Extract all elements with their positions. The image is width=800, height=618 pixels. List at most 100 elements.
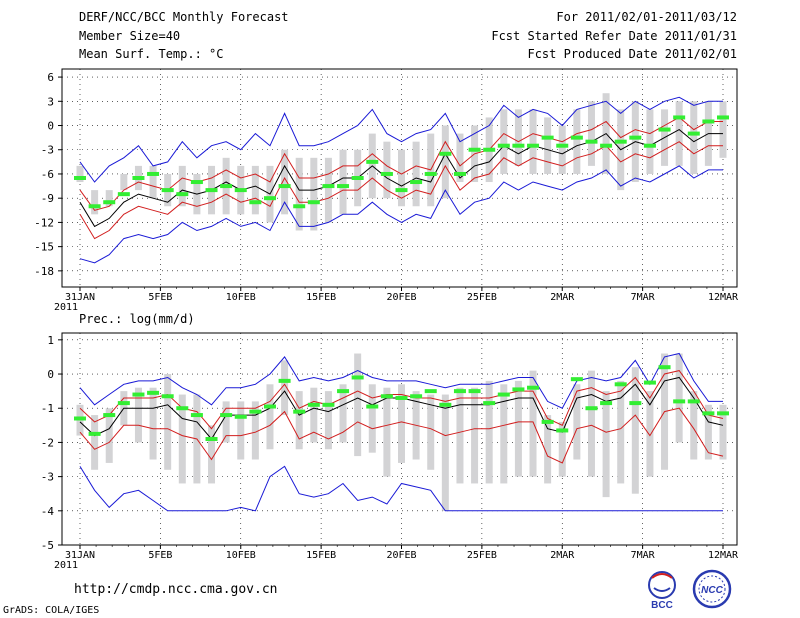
source-url[interactable]: http://cmdp.ncc.cma.gov.cn — [74, 582, 278, 597]
temp-y-tick-label: 0 — [47, 120, 54, 133]
prec-spread-box — [237, 401, 245, 460]
bcc-logo-text: BCC — [651, 600, 673, 610]
temp-y-tick-label: -18 — [34, 265, 54, 278]
prec-x-tick-label: 20FEB — [386, 550, 416, 561]
temp-mean-marker — [643, 143, 656, 148]
temp-spread-box — [573, 109, 581, 174]
prec-mean-marker — [527, 385, 540, 390]
temp-mean-marker — [541, 135, 554, 140]
temp-spread-box — [324, 157, 332, 223]
prec-spread-box — [500, 384, 508, 484]
temp-mean-marker — [205, 188, 218, 193]
prec-mean-marker — [366, 404, 379, 409]
prec-spread-box — [427, 394, 435, 470]
temp-x-tick-label: 2011 — [54, 302, 78, 313]
temp-mean-marker — [351, 176, 364, 180]
temp-mean-marker — [629, 135, 642, 140]
temp-spread-box — [91, 190, 99, 215]
prec-spread-box — [646, 391, 654, 477]
temp-x-tick-label: 15FEB — [306, 292, 336, 303]
temp-x-tick-label: 20FEB — [386, 292, 416, 303]
prec-x-tick-label: 25FEB — [467, 550, 497, 561]
temp-x-tick-label: 7MAR — [631, 292, 656, 303]
temp-mean-marker — [176, 192, 189, 197]
prec-spread-box — [719, 404, 727, 460]
temp-spread-box — [646, 109, 654, 174]
temp-mean-marker — [585, 139, 598, 144]
prec-spread-box — [324, 391, 332, 450]
prec-spread-box — [602, 391, 610, 498]
prec-mean-marker — [103, 413, 116, 418]
prec-spread-box — [310, 387, 318, 443]
prec-mean-marker — [673, 399, 686, 404]
temp-mean-marker — [556, 143, 569, 148]
prec-mean-marker — [147, 390, 160, 395]
prec-mean-marker — [483, 401, 496, 406]
prec-spread-box — [383, 387, 391, 477]
prec-spread-box — [251, 401, 259, 460]
fcst-produced-date: Fcst Produced Date 2011/02/01 — [527, 47, 737, 61]
temp-spread-box — [310, 157, 318, 231]
temp-mean-marker — [453, 171, 466, 176]
prec-mean-marker — [424, 389, 437, 394]
prec-mean-marker — [190, 413, 203, 418]
prec-spread-box — [617, 380, 625, 484]
temp-mean-marker — [600, 143, 613, 148]
prec-series-q1 — [79, 407, 724, 464]
temp-y-tick-label: 3 — [47, 95, 54, 108]
prec-mean-marker — [497, 392, 510, 397]
prec-spread-box — [456, 387, 464, 484]
temp-spread-box — [412, 141, 420, 207]
bcc-logo: BCC — [648, 571, 676, 610]
prec-spread-box — [178, 394, 186, 484]
prec-mean-marker — [161, 394, 174, 399]
temp-spread-box — [251, 165, 259, 215]
temp-x-tick-label: 12MAR — [708, 292, 739, 303]
prec-mean-marker — [380, 394, 393, 399]
prec-mean-marker — [88, 431, 101, 436]
prec-mean-marker — [293, 409, 306, 414]
temp-mean-marker — [717, 115, 729, 120]
temp-spread-box — [383, 141, 391, 199]
prec-spread-box — [631, 367, 639, 494]
prec-x-tick-label: 31JAN — [65, 550, 95, 561]
prec-spread-box — [295, 391, 303, 450]
prec-mean-marker — [585, 406, 598, 411]
temp-spread-box — [558, 125, 566, 174]
temp-mean-marker — [322, 184, 335, 189]
temp-spread-box — [149, 165, 157, 199]
temp-spread-box — [295, 157, 303, 231]
variable-label: Mean Surf. Temp.: °C — [79, 47, 224, 61]
temp-mean-marker — [103, 200, 116, 205]
prec-mean-marker — [614, 382, 627, 387]
prec-mean-marker — [453, 389, 466, 394]
temp-mean-marker — [220, 184, 233, 189]
prec-spread-box — [354, 353, 362, 457]
prec-spread-box — [149, 387, 157, 460]
temp-series-max — [79, 96, 723, 183]
temp-mean-marker — [527, 143, 540, 148]
prec-spread-box — [573, 384, 581, 460]
prec-mean-marker — [337, 389, 350, 394]
chart-title: DERF/NCC/BCC Monthly Forecast — [79, 10, 289, 24]
temp-spread-box — [441, 125, 449, 199]
temp-mean-marker — [117, 192, 130, 197]
temp-mean-marker — [337, 184, 350, 189]
prec-spread-box — [368, 384, 376, 453]
prec-y-tick-label: 1 — [47, 334, 54, 347]
prec-mean-marker — [717, 411, 729, 416]
temp-series-median — [79, 128, 723, 228]
prec-spread-box — [471, 387, 479, 484]
temp-spread-box — [690, 101, 698, 174]
temp-series-min — [79, 165, 723, 264]
temp-x-tick-label: 31JAN — [65, 292, 95, 303]
temp-mean-marker — [278, 184, 291, 189]
temp-spread-box — [76, 165, 84, 183]
temp-mean-marker — [147, 171, 160, 176]
prec-mean-marker — [556, 428, 569, 433]
temp-mean-marker — [673, 115, 686, 120]
temp-spread-box — [500, 109, 508, 174]
prec-mean-marker — [278, 378, 291, 383]
prec-x-tick-label: 2011 — [54, 560, 78, 571]
